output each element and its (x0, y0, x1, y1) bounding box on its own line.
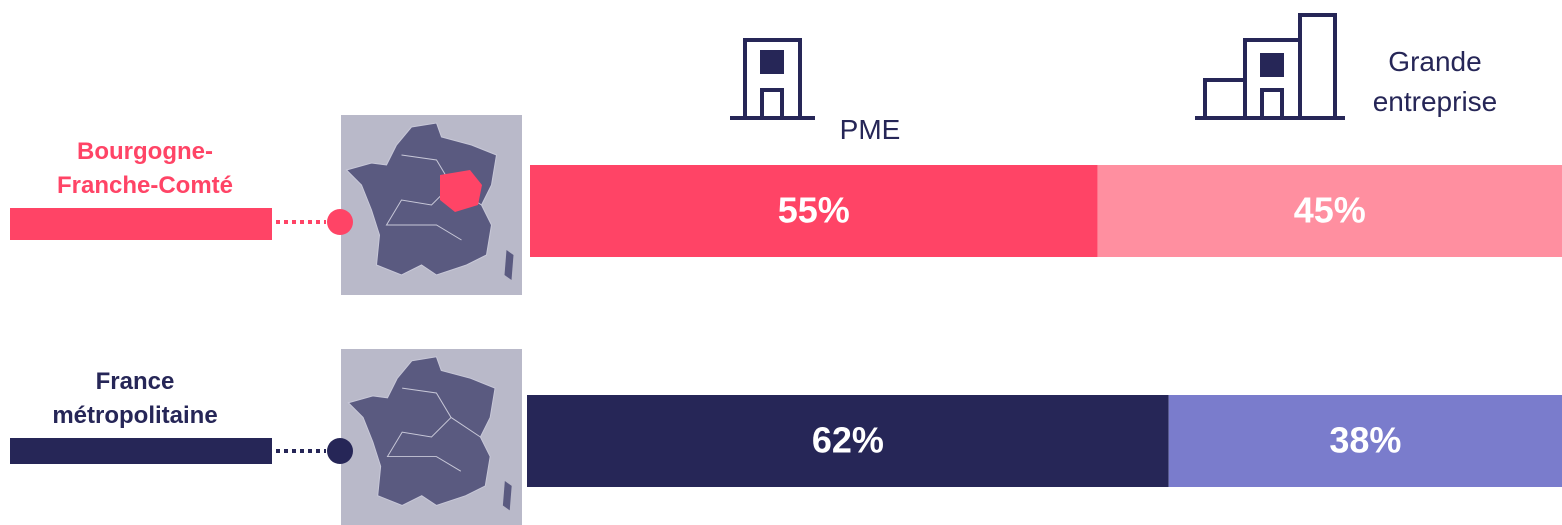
category-label: Bourgogne-Franche-Comté (56, 138, 234, 199)
bar-segment (1168, 395, 1562, 487)
bar-segment (1097, 165, 1562, 257)
value-label: 38% (1329, 420, 1401, 461)
legend-label: Grande entreprise (1372, 46, 1498, 117)
value-label: 62% (812, 420, 884, 461)
category-label: France métropolitaine (52, 368, 218, 429)
map (341, 349, 522, 525)
icon-grande-entreprise (1195, 13, 1345, 120)
connector (10, 208, 353, 464)
icon-pme (730, 38, 815, 120)
value-label: 55% (778, 190, 850, 231)
bar-segment (530, 165, 1098, 257)
legend-label: PME (839, 114, 901, 145)
map (341, 115, 522, 295)
bar-segment (527, 395, 1169, 487)
value-label: 45% (1294, 190, 1366, 231)
